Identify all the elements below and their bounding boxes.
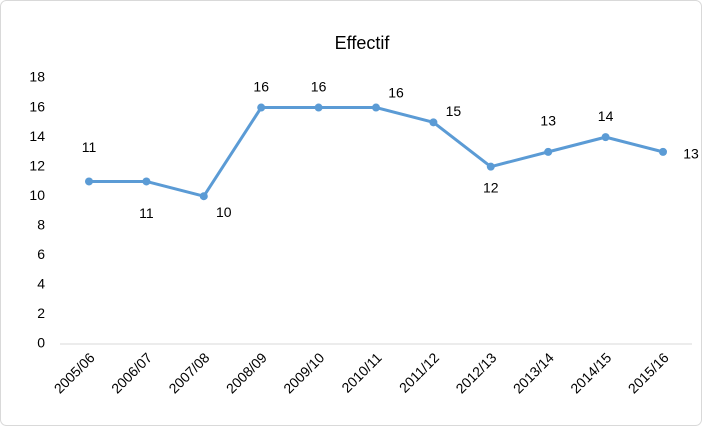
data-label: 13 — [540, 113, 556, 129]
data-label: 16 — [311, 78, 327, 94]
marker — [372, 103, 380, 112]
y-tick-label: 10 — [29, 187, 45, 203]
marker — [257, 103, 266, 112]
data-label: 16 — [388, 84, 404, 100]
marker — [199, 192, 208, 201]
y-tick-label: 4 — [37, 276, 45, 292]
y-tick-label: 16 — [29, 98, 45, 114]
y-tick-label: 0 — [37, 335, 45, 351]
data-label: 11 — [139, 205, 154, 221]
marker — [486, 162, 495, 171]
data-label: 13 — [683, 146, 699, 162]
marker — [544, 147, 553, 156]
chart-title: Effectif — [335, 33, 391, 53]
y-tick-label: 18 — [29, 69, 45, 85]
y-tick-label: 6 — [37, 246, 45, 262]
y-tick-label: 12 — [29, 157, 45, 173]
marker — [429, 118, 438, 127]
marker — [659, 147, 667, 156]
y-tick-label: 14 — [29, 128, 45, 144]
y-tick-label: 8 — [37, 216, 45, 232]
data-label: 11 — [82, 139, 97, 155]
marker — [142, 177, 151, 186]
data-label: 12 — [483, 179, 499, 195]
y-tick-label: 2 — [37, 305, 45, 321]
data-label: 10 — [216, 204, 232, 220]
data-label: 15 — [446, 103, 462, 119]
marker — [85, 177, 93, 186]
data-label: 14 — [598, 108, 614, 124]
marker — [601, 133, 610, 142]
data-label: 16 — [253, 78, 269, 94]
marker — [314, 103, 323, 112]
